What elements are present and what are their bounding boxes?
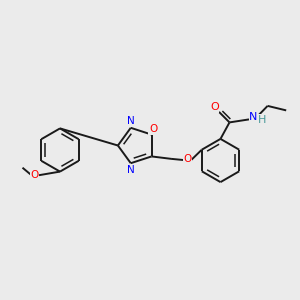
Text: O: O [183, 154, 191, 164]
Text: O: O [30, 170, 39, 180]
Text: N: N [249, 112, 258, 122]
Text: H: H [257, 115, 266, 125]
Text: N: N [127, 165, 135, 175]
Text: O: O [210, 102, 219, 112]
Text: N: N [127, 116, 135, 126]
Text: O: O [149, 124, 157, 134]
